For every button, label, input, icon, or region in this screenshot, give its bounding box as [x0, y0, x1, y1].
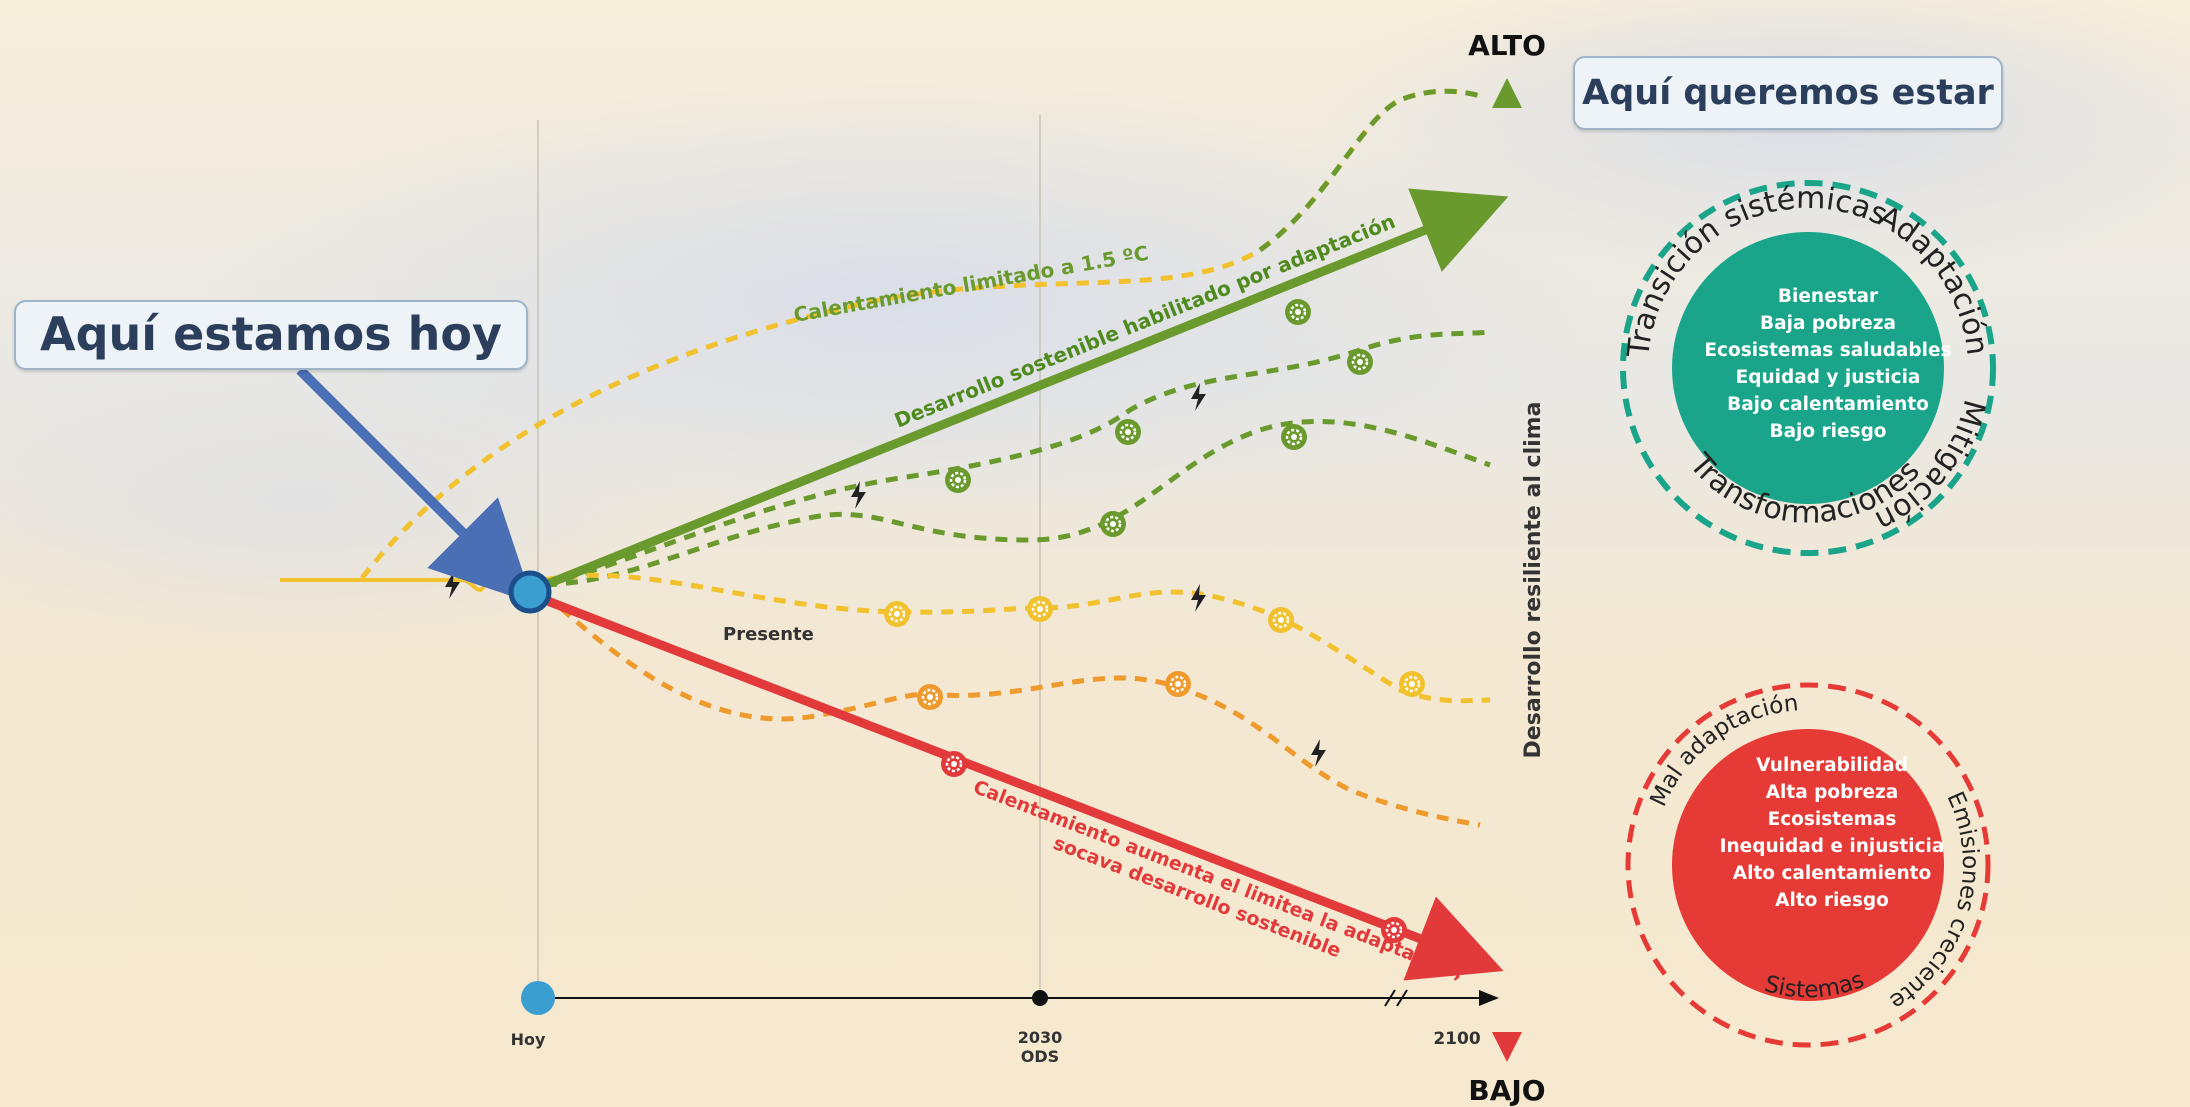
history-line [280, 572, 520, 593]
gear-icon [1266, 605, 1296, 635]
risk-ring [1625, 682, 1991, 1048]
resilience-axis-top-arrow [1492, 78, 1522, 108]
risk-outcomes-list: Vulnerabilidad Alta pobreza Ecosistemas … [1702, 752, 1962, 914]
disruption-bolt-icon [1191, 584, 1206, 612]
axis-label-low: BAJO [1468, 1074, 1545, 1107]
pathway-orange [543, 593, 1481, 828]
risk-item: Alta pobreza [1765, 782, 1899, 803]
goal-outcomes-list: Bienestar Baja pobreza Ecosistemas salud… [1693, 283, 1963, 445]
outcome-item: Equidad y justicia [1735, 367, 1921, 388]
pathway-green-upper [544, 329, 1491, 588]
gear-icon [1397, 669, 1427, 699]
timeline-label-ods: ODS [1021, 1047, 1059, 1066]
risk-item: Alto calentamiento [1732, 863, 1932, 884]
pathway-yellow [544, 572, 1491, 704]
outcome-item: Bajo calentamiento [1727, 394, 1929, 415]
pathway-limited-warming [360, 88, 1481, 580]
label-limited-warming: Calentamiento limitado a 1.5 ºC [792, 241, 1151, 327]
arrow-today-pointer [296, 366, 534, 604]
label-warming-line1: Calentamiento aumenta el limitea la adap… [970, 776, 1466, 984]
resilience-axis-bottom-arrow [1492, 1032, 1522, 1062]
outcome-item: Ecosistemas saludables [1704, 340, 1952, 361]
label-present: Presente [723, 624, 814, 645]
pathway-limited-warming-top [1258, 88, 1481, 253]
pathway-green-lower [544, 418, 1491, 588]
outcome-item: Bienestar [1777, 286, 1879, 307]
gear-icon [1098, 509, 1128, 539]
goal-ring [1620, 180, 1996, 556]
timeline-label-2030: 2030 [1018, 1028, 1063, 1047]
arrow-increasing-warming [543, 595, 1504, 981]
gear-icon [1345, 347, 1375, 377]
disruption-bolt-icon [445, 571, 460, 599]
risk-item: Ecosistemas [1767, 809, 1897, 830]
2030-dot [1032, 990, 1048, 1006]
risk-item: Vulnerabilidad [1756, 755, 1908, 776]
gear-icon [939, 749, 969, 779]
gear-icon [1163, 669, 1193, 699]
gear-icon [882, 599, 912, 629]
axis-break-icon [1384, 989, 1408, 1007]
arrow-sustainable-development [543, 188, 1509, 590]
risk-circle [1672, 729, 1944, 1001]
callout-goal: Aquí queremos estar [1573, 56, 2003, 130]
axis-label-resilient-development: Desarrollo resiliente al clima [1521, 402, 1546, 759]
callout-today: Aquí estamos hoy [14, 300, 528, 370]
gear-icon [1113, 417, 1143, 447]
gear-icon [1283, 297, 1313, 327]
risk-item: Inequidad e injusticia [1719, 836, 1945, 857]
disruption-bolt-icon [1311, 739, 1326, 767]
risk-item: Alto riesgo [1775, 890, 1889, 911]
today-node [508, 570, 552, 614]
today-dot [521, 981, 555, 1015]
gear-icon [915, 682, 945, 712]
axis-label-high: ALTO [1468, 29, 1546, 62]
goal-circle [1672, 232, 1944, 504]
timeline-label-2100: 2100 [1433, 1029, 1480, 1049]
timeline-label-today: Hoy [511, 1030, 546, 1049]
gear-icon [1025, 594, 1055, 624]
outcome-item: Bajo riesgo [1769, 421, 1887, 442]
gear-icon [1279, 422, 1309, 452]
outcome-item: Baja pobreza [1760, 313, 1896, 334]
gear-icon [943, 465, 973, 495]
